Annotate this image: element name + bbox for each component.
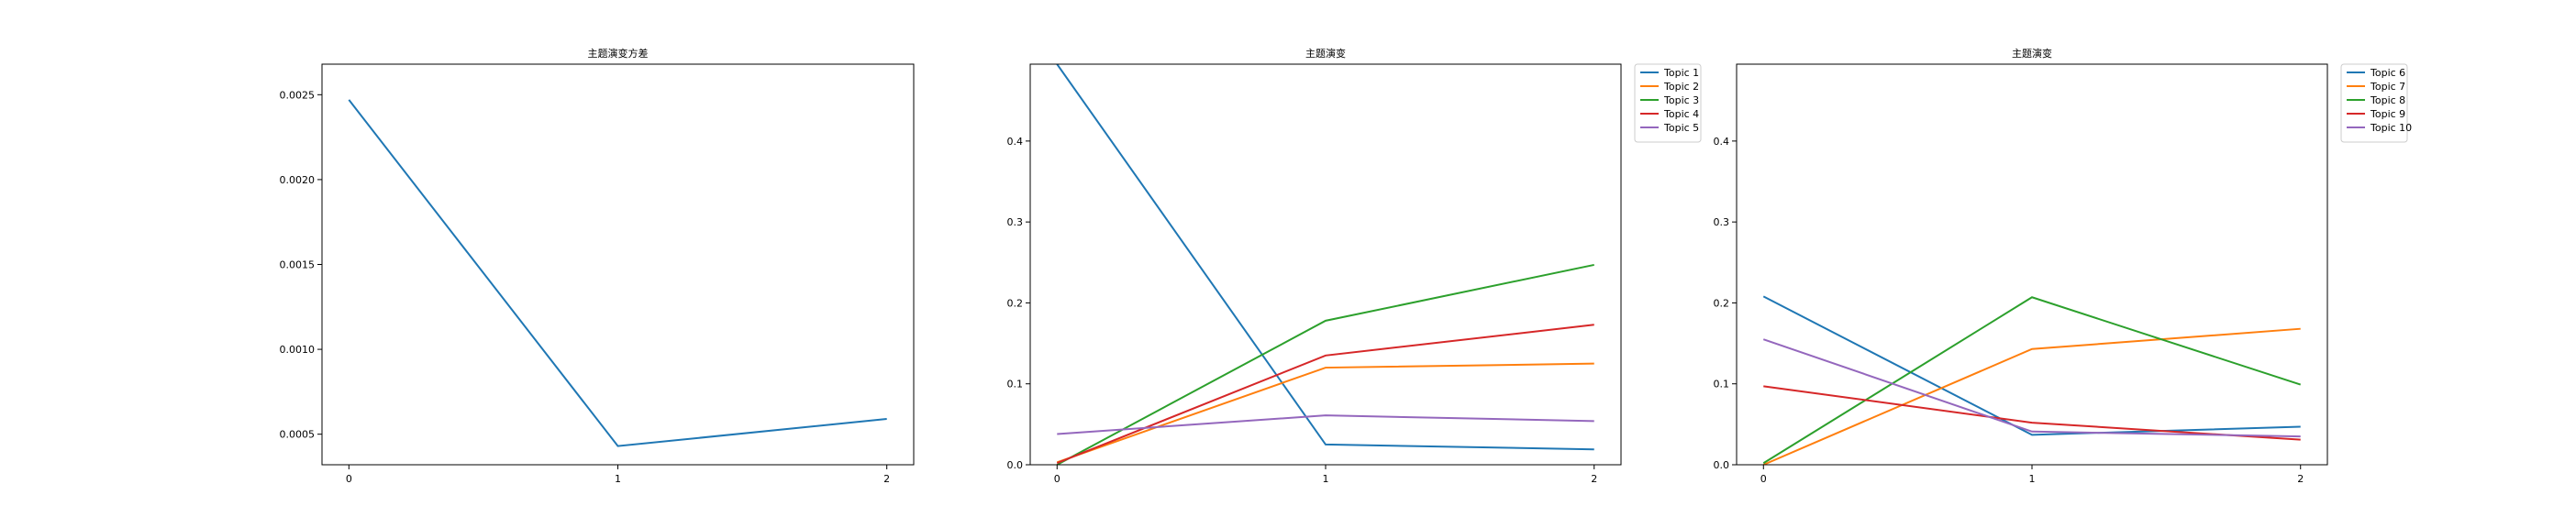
series-line-topic-3 [1056,263,1594,465]
legend-box [1634,63,1702,143]
series-line-topic-1 [1056,64,1594,451]
y-tick-label: 0.3 [1007,216,1024,228]
y-tick-label: 0.0 [1007,459,1024,471]
legend-label: Topic 9 [2370,108,2405,120]
x-tick-label: 2 [883,473,890,485]
y-tick-label: 0.0 [1714,459,1730,471]
series-line [348,99,887,447]
legend-label: Topic 5 [1663,122,1699,134]
legend-box [2340,63,2408,143]
y-tick-label: 0.0010 [280,344,316,356]
series-line-topic-6 [1762,295,2301,436]
legend-label: Topic 3 [1663,94,1699,106]
legend-label: Topic 2 [1663,81,1699,93]
y-tick-label: 0.0005 [280,429,316,441]
y-tick-label: 0.0015 [280,259,316,271]
chart-panel-1: 主题演变方差 0 1 2 0.0005 0.0010 0.0015 0.0020 0.0025 [280,47,915,485]
legend-label: Topic 7 [2370,81,2405,93]
chart-title: 主题演变 [2012,47,2052,60]
y-tick-label: 0.2 [1007,297,1024,309]
series-line-topic-7 [1762,327,2301,465]
legend-label: Topic 1 [1663,67,1699,79]
axes-frame [1736,63,2328,466]
series-line-topic-4 [1056,324,1594,465]
x-tick-label: 0 [1760,473,1767,485]
x-tick-label: 1 [1323,473,1329,485]
y-tick-label: 0.1 [1714,379,1730,390]
x-tick-label: 0 [346,473,352,485]
legend-label: Topic 8 [2370,94,2405,106]
legend-label: Topic 6 [2370,67,2405,79]
y-tick-label: 0.0020 [280,174,316,186]
x-tick-label: 0 [1054,473,1060,485]
legend-label: Topic 4 [1663,108,1699,120]
y-tick-label: 0.3 [1714,216,1730,228]
y-tick-label: 0.2 [1714,297,1730,309]
axes-frame [1029,63,1622,466]
x-tick-label: 2 [1591,473,1597,485]
chart-title: 主题演变 [1305,47,1346,60]
chart-title: 主题演变方差 [588,47,649,60]
y-tick-label: 0.1 [1007,379,1024,390]
legend-label: Topic 10 [2370,122,2412,134]
series-line-topic-5 [1057,414,1594,435]
series-line-topic-8 [1762,296,2302,465]
series-line-topic-10 [1762,338,2301,438]
axes-frame [321,63,915,466]
x-tick-label: 1 [615,473,621,485]
x-tick-label: 2 [2297,473,2304,485]
x-tick-label: 1 [2029,473,2036,485]
y-tick-label: 0.4 [1714,136,1730,148]
series-line-topic-2 [1056,362,1594,464]
y-tick-label: 0.4 [1007,136,1024,148]
y-tick-label: 0.0025 [280,89,316,101]
